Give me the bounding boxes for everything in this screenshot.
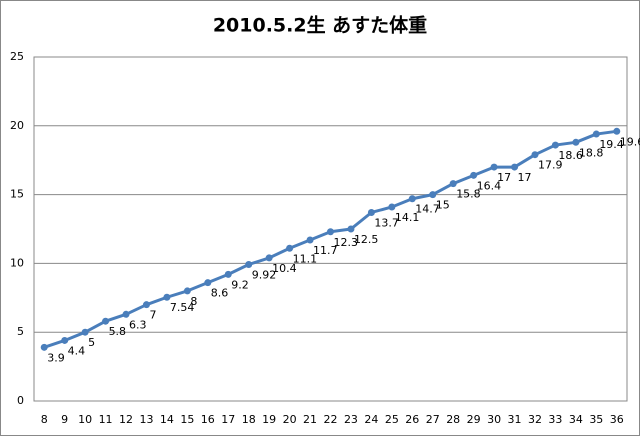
x-tick-label: 8 xyxy=(41,413,48,426)
data-label: 8.6 xyxy=(211,287,229,300)
data-label: 15.8 xyxy=(456,188,481,201)
data-point xyxy=(306,236,314,244)
x-tick-label: 16 xyxy=(201,413,215,426)
chart-title: 2010.5.2生 あすた体重 xyxy=(213,14,427,37)
data-label: 6.3 xyxy=(129,318,147,331)
y-tick-label: 15 xyxy=(10,188,24,201)
y-tick-label: 20 xyxy=(10,119,24,132)
data-label: 9.92 xyxy=(252,269,277,282)
x-tick-label: 36 xyxy=(610,413,624,426)
x-tick-label: 19 xyxy=(262,413,276,426)
data-point xyxy=(183,287,191,295)
x-tick-label: 34 xyxy=(569,413,583,426)
y-tick-label: 0 xyxy=(17,394,24,407)
x-tick-label: 24 xyxy=(364,413,378,426)
data-point xyxy=(592,130,600,138)
data-point xyxy=(551,141,559,149)
data-label: 12.5 xyxy=(354,233,379,246)
data-label: 15 xyxy=(436,199,450,212)
data-label: 5.8 xyxy=(109,325,127,338)
data-point xyxy=(388,203,396,211)
data-point xyxy=(367,208,375,216)
x-tick-label: 25 xyxy=(385,413,399,426)
x-tick-label: 21 xyxy=(303,413,317,426)
data-point xyxy=(470,171,478,179)
data-label: 17.9 xyxy=(538,159,563,172)
data-label: 14.1 xyxy=(395,211,420,224)
x-tick-label: 11 xyxy=(99,413,113,426)
data-point xyxy=(224,270,232,278)
data-point xyxy=(142,301,150,309)
x-tick-label: 9 xyxy=(61,413,68,426)
data-point xyxy=(613,127,621,135)
x-tick-label: 35 xyxy=(589,413,603,426)
data-label: 9.2 xyxy=(231,278,249,291)
x-tick-label: 27 xyxy=(426,413,440,426)
x-tick-label: 20 xyxy=(283,413,297,426)
data-point xyxy=(429,191,437,199)
data-label: 3.9 xyxy=(47,351,65,364)
data-label: 17 xyxy=(518,171,532,184)
data-label: 7 xyxy=(149,309,156,322)
x-tick-label: 33 xyxy=(548,413,562,426)
data-point xyxy=(61,336,69,344)
data-point xyxy=(572,138,580,146)
x-tick-label: 28 xyxy=(446,413,460,426)
y-tick-label: 25 xyxy=(10,50,24,63)
data-point xyxy=(204,279,212,287)
data-point xyxy=(81,328,89,336)
x-tick-label: 30 xyxy=(487,413,501,426)
data-label: 17 xyxy=(497,171,511,184)
x-tick-label: 14 xyxy=(160,413,174,426)
data-label: 8 xyxy=(190,295,197,308)
data-point xyxy=(531,151,539,159)
x-tick-label: 17 xyxy=(221,413,235,426)
x-tick-label: 15 xyxy=(180,413,194,426)
x-tick-label: 12 xyxy=(119,413,133,426)
x-tick-label: 32 xyxy=(528,413,542,426)
x-tick-label: 26 xyxy=(405,413,419,426)
data-point xyxy=(122,310,130,318)
data-label: 11.7 xyxy=(313,244,338,257)
data-point xyxy=(511,163,519,171)
x-tick-label: 23 xyxy=(344,413,358,426)
data-point xyxy=(265,254,273,262)
data-label: 18.6 xyxy=(558,149,583,162)
data-point xyxy=(327,228,334,236)
x-tick-label: 13 xyxy=(139,413,153,426)
data-point xyxy=(245,261,253,269)
y-tick-label: 5 xyxy=(17,325,24,338)
data-label: 19.6 xyxy=(620,135,640,148)
data-label: 4.4 xyxy=(68,344,86,357)
data-point xyxy=(449,180,457,188)
data-point xyxy=(286,244,294,252)
x-tick-label: 18 xyxy=(242,413,256,426)
x-tick-label: 29 xyxy=(467,413,481,426)
data-label: 18.8 xyxy=(579,146,604,159)
data-point xyxy=(163,293,171,301)
data-point xyxy=(490,163,498,171)
x-tick-label: 22 xyxy=(324,413,338,426)
data-label: 16.4 xyxy=(477,179,502,192)
data-point xyxy=(408,195,416,203)
y-tick-label: 10 xyxy=(10,256,24,269)
x-tick-label: 10 xyxy=(78,413,92,426)
data-label: 14.7 xyxy=(415,203,440,216)
data-point xyxy=(102,317,110,325)
data-label: 19.4 xyxy=(599,138,624,151)
data-label: 12.3 xyxy=(334,236,359,249)
data-label: 11.1 xyxy=(293,252,318,265)
data-point xyxy=(40,343,48,351)
x-tick-label: 31 xyxy=(508,413,522,426)
data-label: 5 xyxy=(88,336,95,349)
data-label: 13.7 xyxy=(374,216,399,229)
data-label: 10.4 xyxy=(272,262,297,275)
data-label: 7.54 xyxy=(170,301,195,314)
data-point xyxy=(347,225,355,233)
